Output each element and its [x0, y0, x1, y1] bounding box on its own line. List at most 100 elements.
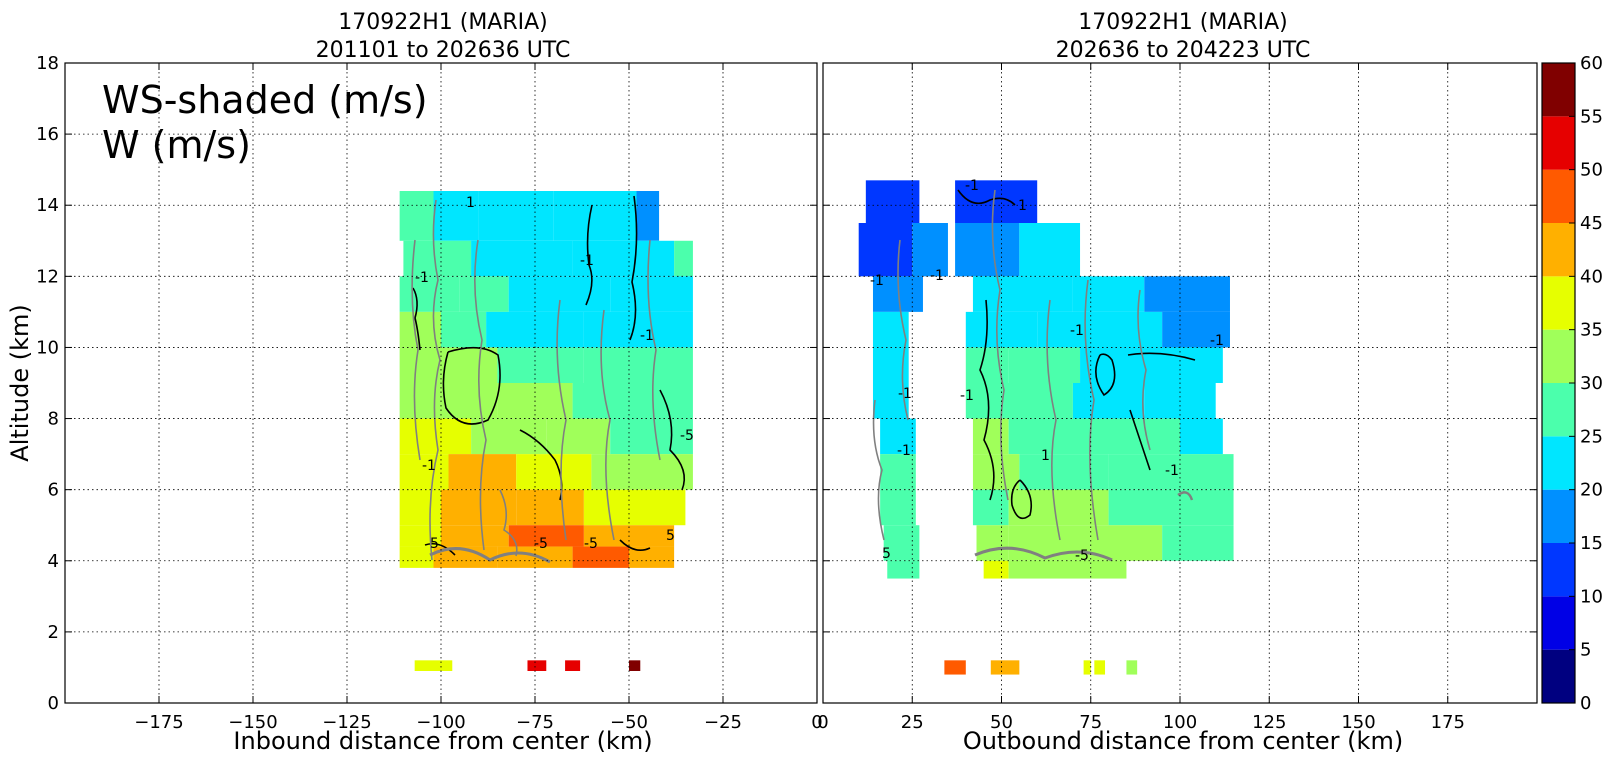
shaded-cell: [399, 191, 434, 241]
shaded-cell: [1008, 347, 1081, 383]
right-contour-3: [1095, 353, 1116, 397]
left-contour-11: [556, 299, 567, 541]
left-contours: [411, 195, 686, 564]
right-contour-label: -1: [898, 386, 912, 402]
shaded-cell: [471, 418, 547, 455]
shaded-cell: [572, 546, 629, 568]
left-contour-label: -5: [680, 428, 694, 444]
shaded-cell: [1008, 418, 1091, 455]
shaded-cell: [1126, 660, 1138, 675]
shaded-cell: [399, 347, 441, 383]
x-tick-label: 50: [990, 712, 1013, 733]
shaded-cell: [1037, 311, 1163, 348]
x-tick-label: 150: [1341, 712, 1375, 733]
left-contour-14: [647, 239, 661, 461]
right-contour-7: [991, 189, 1009, 501]
colorbar-tick-label: 40: [1580, 266, 1603, 287]
shaded-cell: [1019, 223, 1081, 277]
right-contour-2: [979, 299, 995, 501]
shaded-cell: [448, 383, 498, 419]
x-tick-label: 25: [901, 712, 924, 733]
left-contour-4: [629, 195, 638, 341]
shaded-cell: [972, 454, 1020, 490]
colorbar-swatches: [1542, 63, 1575, 703]
colorbar-swatch: [1542, 63, 1575, 117]
right-contour-10: [897, 239, 909, 421]
shaded-cell: [1072, 276, 1145, 312]
colorbar-swatch: [1542, 116, 1575, 170]
shaded-cell: [944, 660, 966, 675]
right-contour-14: [1177, 491, 1194, 501]
shaded-cell: [1072, 383, 1145, 419]
right-contour-label: -1: [870, 273, 884, 289]
left-contour-label: -1: [422, 458, 436, 474]
colorbar-tick-label: 50: [1580, 160, 1603, 181]
shaded-cell: [583, 311, 693, 348]
colorbar-tick-label: 30: [1580, 373, 1603, 394]
shaded-cell: [583, 347, 693, 383]
left-x-axis-label: Inbound distance from center (km): [233, 727, 652, 755]
left-contour-5: [659, 389, 686, 491]
shaded-cell: [441, 311, 487, 348]
shaded-cell: [441, 489, 517, 526]
shaded-cell: [972, 276, 1073, 312]
right-contour-5: [1010, 479, 1033, 520]
y-tick-label: 8: [48, 409, 59, 430]
left-contour-10: [474, 239, 487, 551]
colorbar-tick-label: 60: [1580, 53, 1603, 74]
shaded-cell: [399, 489, 441, 526]
shaded-cell: [414, 660, 453, 671]
x-tick-label: −75: [516, 712, 554, 733]
colorbar-tick-label: 55: [1580, 106, 1603, 127]
left-contour-1: [412, 287, 421, 351]
left-contour-label: -5: [584, 536, 598, 552]
shaded-cell: [546, 418, 611, 455]
right-contour-label: -1: [1070, 323, 1084, 339]
right-title: 170922H1 (MARIA): [1078, 10, 1288, 35]
right-contour-1: [957, 189, 1016, 206]
shaded-cell: [1019, 454, 1109, 490]
left-contour-label: -1: [640, 328, 654, 344]
shaded-cell: [880, 454, 916, 490]
x-tick-label: −175: [134, 712, 183, 733]
left-contour-13: [411, 239, 421, 461]
right-contour-label: -1: [897, 443, 911, 459]
shaded-cell: [1080, 347, 1180, 383]
shaded-cell: [965, 383, 1002, 419]
x-tick-label: 125: [1252, 712, 1286, 733]
colorbar-swatch: [1542, 169, 1575, 223]
left-contour-15: [429, 547, 551, 564]
right-contour-4: [1129, 409, 1151, 471]
left-contour-labels: -1 -1 -1 1 -1 5 -5 -5 5 -5: [415, 195, 694, 552]
shaded-cell: [441, 347, 498, 383]
shaded-cell: [497, 347, 584, 383]
left-contour-label: -5: [534, 536, 548, 552]
colorbar-swatch: [1542, 383, 1575, 437]
x-tick-label: 100: [1163, 712, 1197, 733]
shaded-cell: [516, 489, 584, 526]
y-tick-label: 12: [36, 266, 59, 287]
shaded-cell: [572, 240, 675, 277]
shaded-cell: [629, 546, 675, 568]
colorbar-swatch: [1542, 489, 1575, 543]
shaded-cell: [478, 191, 554, 241]
colorbar-swatch: [1542, 436, 1575, 490]
y-tick-label: 16: [36, 124, 59, 145]
right-contour-label: 1: [1018, 198, 1027, 214]
right-x-ticks: 0 25 50 75 100 125 150 175: [817, 63, 1465, 733]
right-contour-6: [1127, 352, 1196, 361]
y-tick-label: 14: [36, 195, 59, 216]
colorbar-swatch: [1542, 223, 1575, 277]
right-contour-label: -1: [1210, 333, 1224, 349]
colorbar-ticks: 0 5 10 15 20 25 30 35 40 45 50 55 60: [1569, 53, 1603, 714]
right-contours: [872, 189, 1196, 562]
shaded-cell: [636, 191, 660, 241]
right-grid: [823, 63, 1537, 703]
shaded-cell: [553, 191, 637, 241]
y-axis-label: Altitude (km): [6, 304, 34, 461]
right-contour-label: 1: [1041, 448, 1050, 464]
shaded-cell: [976, 525, 1009, 561]
x-tick-label: 175: [1431, 712, 1465, 733]
colorbar-swatch: [1542, 543, 1575, 597]
shaded-cell: [433, 546, 498, 568]
